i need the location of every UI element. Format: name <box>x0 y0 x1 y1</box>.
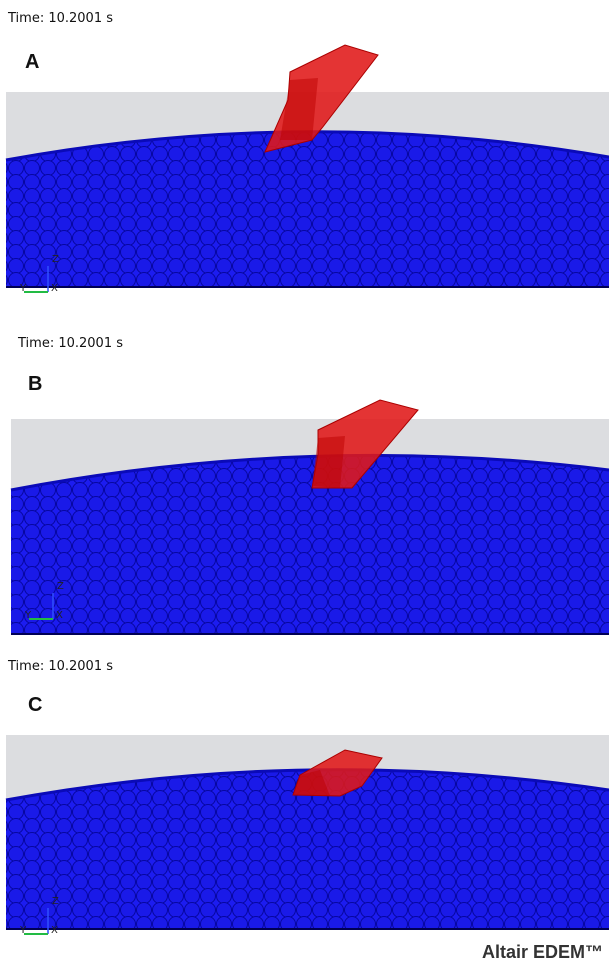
bucket-inner <box>280 78 318 140</box>
axis-y-label: Y <box>19 925 27 936</box>
particle-bed <box>11 455 609 635</box>
axis-z-label: Z <box>52 896 59 907</box>
figure: Time: 10.2001 s A Z Y X Time: 10.2001 s B Z Y X Ti… <box>0 0 609 961</box>
time-label: Time: 10.2001 s <box>7 11 113 26</box>
bed-bottom <box>6 928 609 930</box>
panel-label: C <box>28 694 42 716</box>
axis-x-label: X <box>51 925 58 936</box>
panel-label: B <box>28 373 42 395</box>
bed-bottom <box>6 286 609 288</box>
time-label: Time: 10.2001 s <box>7 659 113 674</box>
axis-x-label: X <box>51 283 58 294</box>
time-label: Time: 10.2001 s <box>17 336 123 351</box>
panel-label: A <box>25 51 39 73</box>
axis-z-label: Z <box>57 581 64 592</box>
particle-bed <box>6 132 609 288</box>
axis-y-label: Y <box>19 283 27 294</box>
brand: Altair EDEM™ <box>482 942 603 961</box>
axis-y-label: Y <box>24 610 32 621</box>
axis-x-label: X <box>56 610 63 621</box>
bed-bottom <box>11 633 609 635</box>
axis-z-label: Z <box>52 254 59 265</box>
